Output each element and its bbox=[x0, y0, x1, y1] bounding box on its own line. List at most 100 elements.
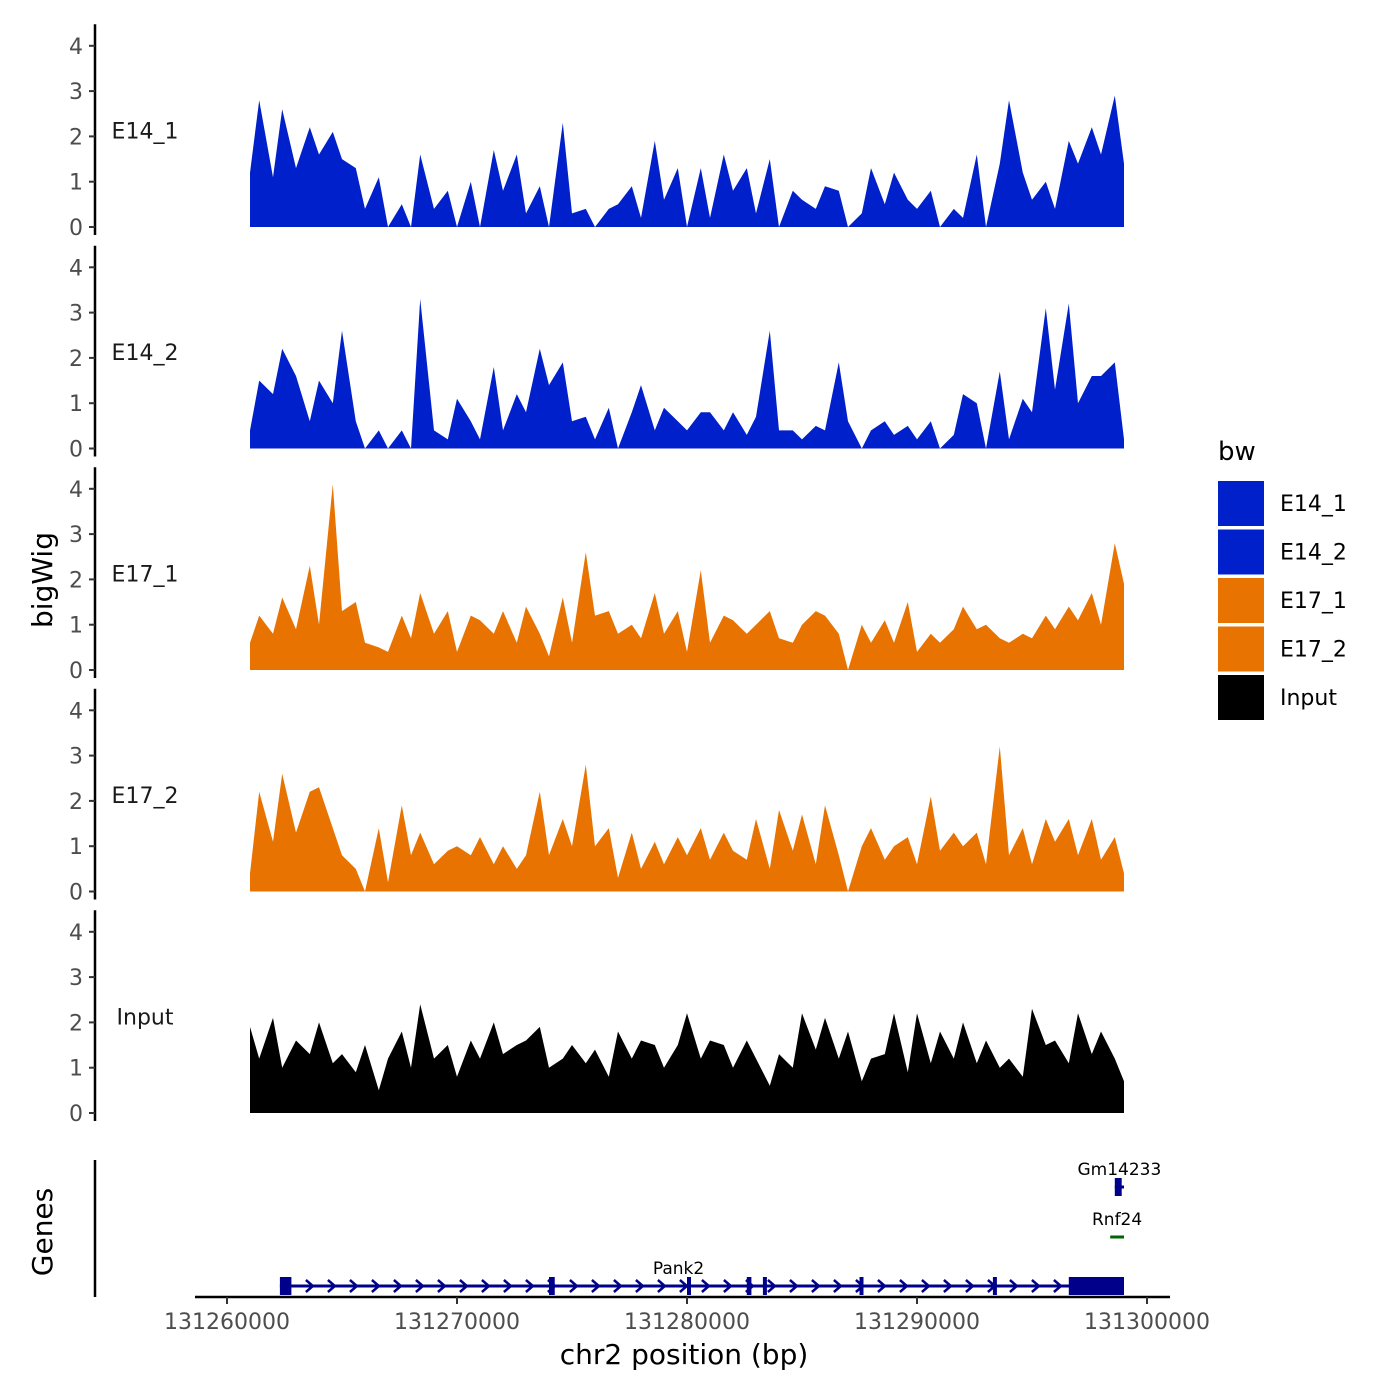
y-tick-label: 4 bbox=[69, 478, 83, 503]
exon bbox=[1114, 1178, 1122, 1196]
y-tick-label: 2 bbox=[69, 1011, 83, 1036]
y-tick-label: 4 bbox=[69, 256, 83, 281]
x-axis-title: chr2 position (bp) bbox=[560, 1338, 809, 1371]
y-tick-label: 2 bbox=[69, 347, 83, 372]
track-label: E17_2 bbox=[112, 784, 179, 809]
y-tick-label: 4 bbox=[69, 921, 83, 946]
y-tick-label: 0 bbox=[69, 881, 83, 906]
exon bbox=[549, 1277, 555, 1295]
track-input: 0 1 2 3 4 Input bbox=[69, 910, 1124, 1127]
legend-label: E14_2 bbox=[1280, 541, 1347, 566]
y-tick-label: 2 bbox=[69, 790, 83, 815]
strand-chevron bbox=[833, 1279, 843, 1293]
track-e17-1: 0 1 2 3 4 E17_1 bbox=[69, 467, 1124, 684]
x-tick-label: 131280000 bbox=[624, 1310, 750, 1335]
strand-chevron bbox=[569, 1279, 579, 1293]
coverage-area-e14-2 bbox=[250, 299, 1124, 449]
strand-chevron bbox=[1031, 1279, 1041, 1293]
y-tick-label: 1 bbox=[69, 171, 83, 196]
strand-chevron bbox=[591, 1279, 601, 1293]
strand-chevron bbox=[811, 1279, 821, 1293]
genes-panel: Pank2 Rnf24 Gm14233 bbox=[93, 1160, 1161, 1297]
strand-chevron bbox=[437, 1279, 447, 1293]
coverage-area-e17-2 bbox=[250, 746, 1124, 892]
track-e14-2: 0 1 2 3 4 E14_2 bbox=[69, 245, 1124, 463]
exon bbox=[859, 1277, 864, 1295]
exon bbox=[279, 1277, 292, 1295]
strand-chevron bbox=[701, 1279, 711, 1293]
track-label: E14_2 bbox=[112, 341, 179, 366]
legend-item-e14-2: E14_2 bbox=[1218, 529, 1347, 575]
y-tick-label: 0 bbox=[69, 659, 83, 684]
strand-chevron bbox=[393, 1279, 403, 1293]
y-tick-label: 1 bbox=[69, 1057, 83, 1082]
strand-chevron bbox=[789, 1279, 799, 1293]
gene-label: Gm14233 bbox=[1077, 1160, 1161, 1180]
y-tick-label: 4 bbox=[69, 699, 83, 724]
legend-swatch bbox=[1218, 481, 1264, 526]
gene-label: Rnf24 bbox=[1092, 1210, 1142, 1230]
strand-chevron bbox=[327, 1279, 337, 1293]
exon bbox=[762, 1277, 767, 1295]
legend-swatch bbox=[1218, 675, 1264, 720]
legend-swatch bbox=[1218, 529, 1264, 575]
strand-chevron bbox=[305, 1279, 315, 1293]
legend-item-e14-1: E14_1 bbox=[1218, 481, 1347, 526]
track-label: Input bbox=[117, 1005, 174, 1030]
legend-label: E17_1 bbox=[1280, 589, 1347, 614]
y-tick-label: 1 bbox=[69, 392, 83, 417]
legend-label: Input bbox=[1280, 686, 1337, 711]
y-tick-label: 0 bbox=[69, 438, 83, 463]
legend-item-e17-2: E17_2 bbox=[1218, 626, 1347, 672]
strand-chevron bbox=[767, 1279, 777, 1293]
strand-chevron bbox=[635, 1279, 645, 1293]
y-tick-label: 3 bbox=[69, 523, 83, 548]
strand-chevron bbox=[657, 1279, 667, 1293]
strand-chevron bbox=[525, 1279, 535, 1293]
strand-chevron bbox=[943, 1279, 953, 1293]
legend-swatch bbox=[1218, 578, 1264, 623]
exon bbox=[746, 1277, 752, 1295]
gene-label: Pank2 bbox=[653, 1259, 704, 1279]
y-tick-label: 1 bbox=[69, 835, 83, 860]
y-tick-label: 2 bbox=[69, 568, 83, 593]
gene-pank2: Pank2 bbox=[279, 1259, 1124, 1295]
legend-swatch bbox=[1218, 626, 1264, 672]
strand-chevron bbox=[877, 1279, 887, 1293]
y-tick-label: 0 bbox=[69, 216, 83, 241]
x-axis: 131260000 131270000 131280000 131290000 1313… bbox=[164, 1295, 1210, 1335]
y-tick-label: 3 bbox=[69, 745, 83, 770]
y-tick-label: 2 bbox=[69, 125, 83, 150]
legend-label: E14_1 bbox=[1280, 492, 1347, 517]
strand-chevron bbox=[921, 1279, 931, 1293]
track-label: E17_1 bbox=[112, 562, 179, 587]
x-tick-label: 131300000 bbox=[1084, 1310, 1210, 1335]
legend-item-input: Input bbox=[1218, 675, 1337, 720]
gene-gm14233: Gm14233 bbox=[1077, 1160, 1161, 1196]
y-tick-label: 3 bbox=[69, 80, 83, 105]
strand-chevron bbox=[613, 1279, 623, 1293]
strand-chevron bbox=[459, 1279, 469, 1293]
bigwig-tracks: 0 1 2 3 4 E14_1 0 1 2 3 4 E14_2 0 1 2 3 4 E17_1 0 1 2 3 4 E17_2… bbox=[69, 24, 1124, 1127]
strand-chevron bbox=[679, 1279, 689, 1293]
y-tick-label: 0 bbox=[69, 1102, 83, 1127]
strand-chevron bbox=[481, 1279, 491, 1293]
strand-chevron bbox=[965, 1279, 975, 1293]
exon bbox=[992, 1277, 997, 1295]
y-tick-label: 3 bbox=[69, 302, 83, 327]
coverage-area-e17-1 bbox=[250, 484, 1124, 670]
legend: bw E14_1 E14_2 E17_1 E17_2 Input bbox=[1218, 437, 1347, 720]
exon bbox=[687, 1277, 691, 1295]
strand-chevron bbox=[899, 1279, 909, 1293]
genes-panel-title: Genes bbox=[26, 1188, 59, 1276]
coverage-area-input bbox=[250, 1004, 1124, 1113]
strand-chevron bbox=[503, 1279, 513, 1293]
y-tick-label: 3 bbox=[69, 966, 83, 991]
strand-chevron bbox=[371, 1279, 381, 1293]
gene-rnf24: Rnf24 bbox=[1092, 1210, 1142, 1239]
x-tick-label: 131270000 bbox=[394, 1310, 520, 1335]
legend-label: E17_2 bbox=[1280, 638, 1347, 663]
x-tick-label: 131260000 bbox=[164, 1310, 290, 1335]
strand-chevron bbox=[349, 1279, 359, 1293]
